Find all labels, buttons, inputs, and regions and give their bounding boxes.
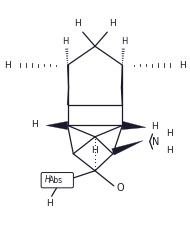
Polygon shape	[122, 121, 146, 130]
Text: N: N	[152, 136, 159, 146]
Text: H: H	[166, 146, 173, 154]
Polygon shape	[112, 141, 143, 155]
Text: Abs: Abs	[49, 176, 63, 185]
Text: H: H	[4, 61, 11, 70]
Text: H: H	[166, 128, 173, 138]
Text: H: H	[74, 19, 80, 28]
FancyBboxPatch shape	[41, 172, 73, 188]
Text: H: H	[31, 120, 37, 129]
Text: H: H	[46, 199, 53, 208]
Text: H: H	[179, 61, 186, 70]
Text: H: H	[110, 19, 116, 28]
Polygon shape	[46, 121, 68, 130]
Text: H: H	[92, 146, 98, 155]
Text: H: H	[121, 37, 127, 46]
Text: O: O	[117, 183, 124, 193]
Text: H: H	[151, 122, 157, 131]
Text: H: H	[44, 175, 50, 184]
Text: H: H	[63, 37, 69, 46]
